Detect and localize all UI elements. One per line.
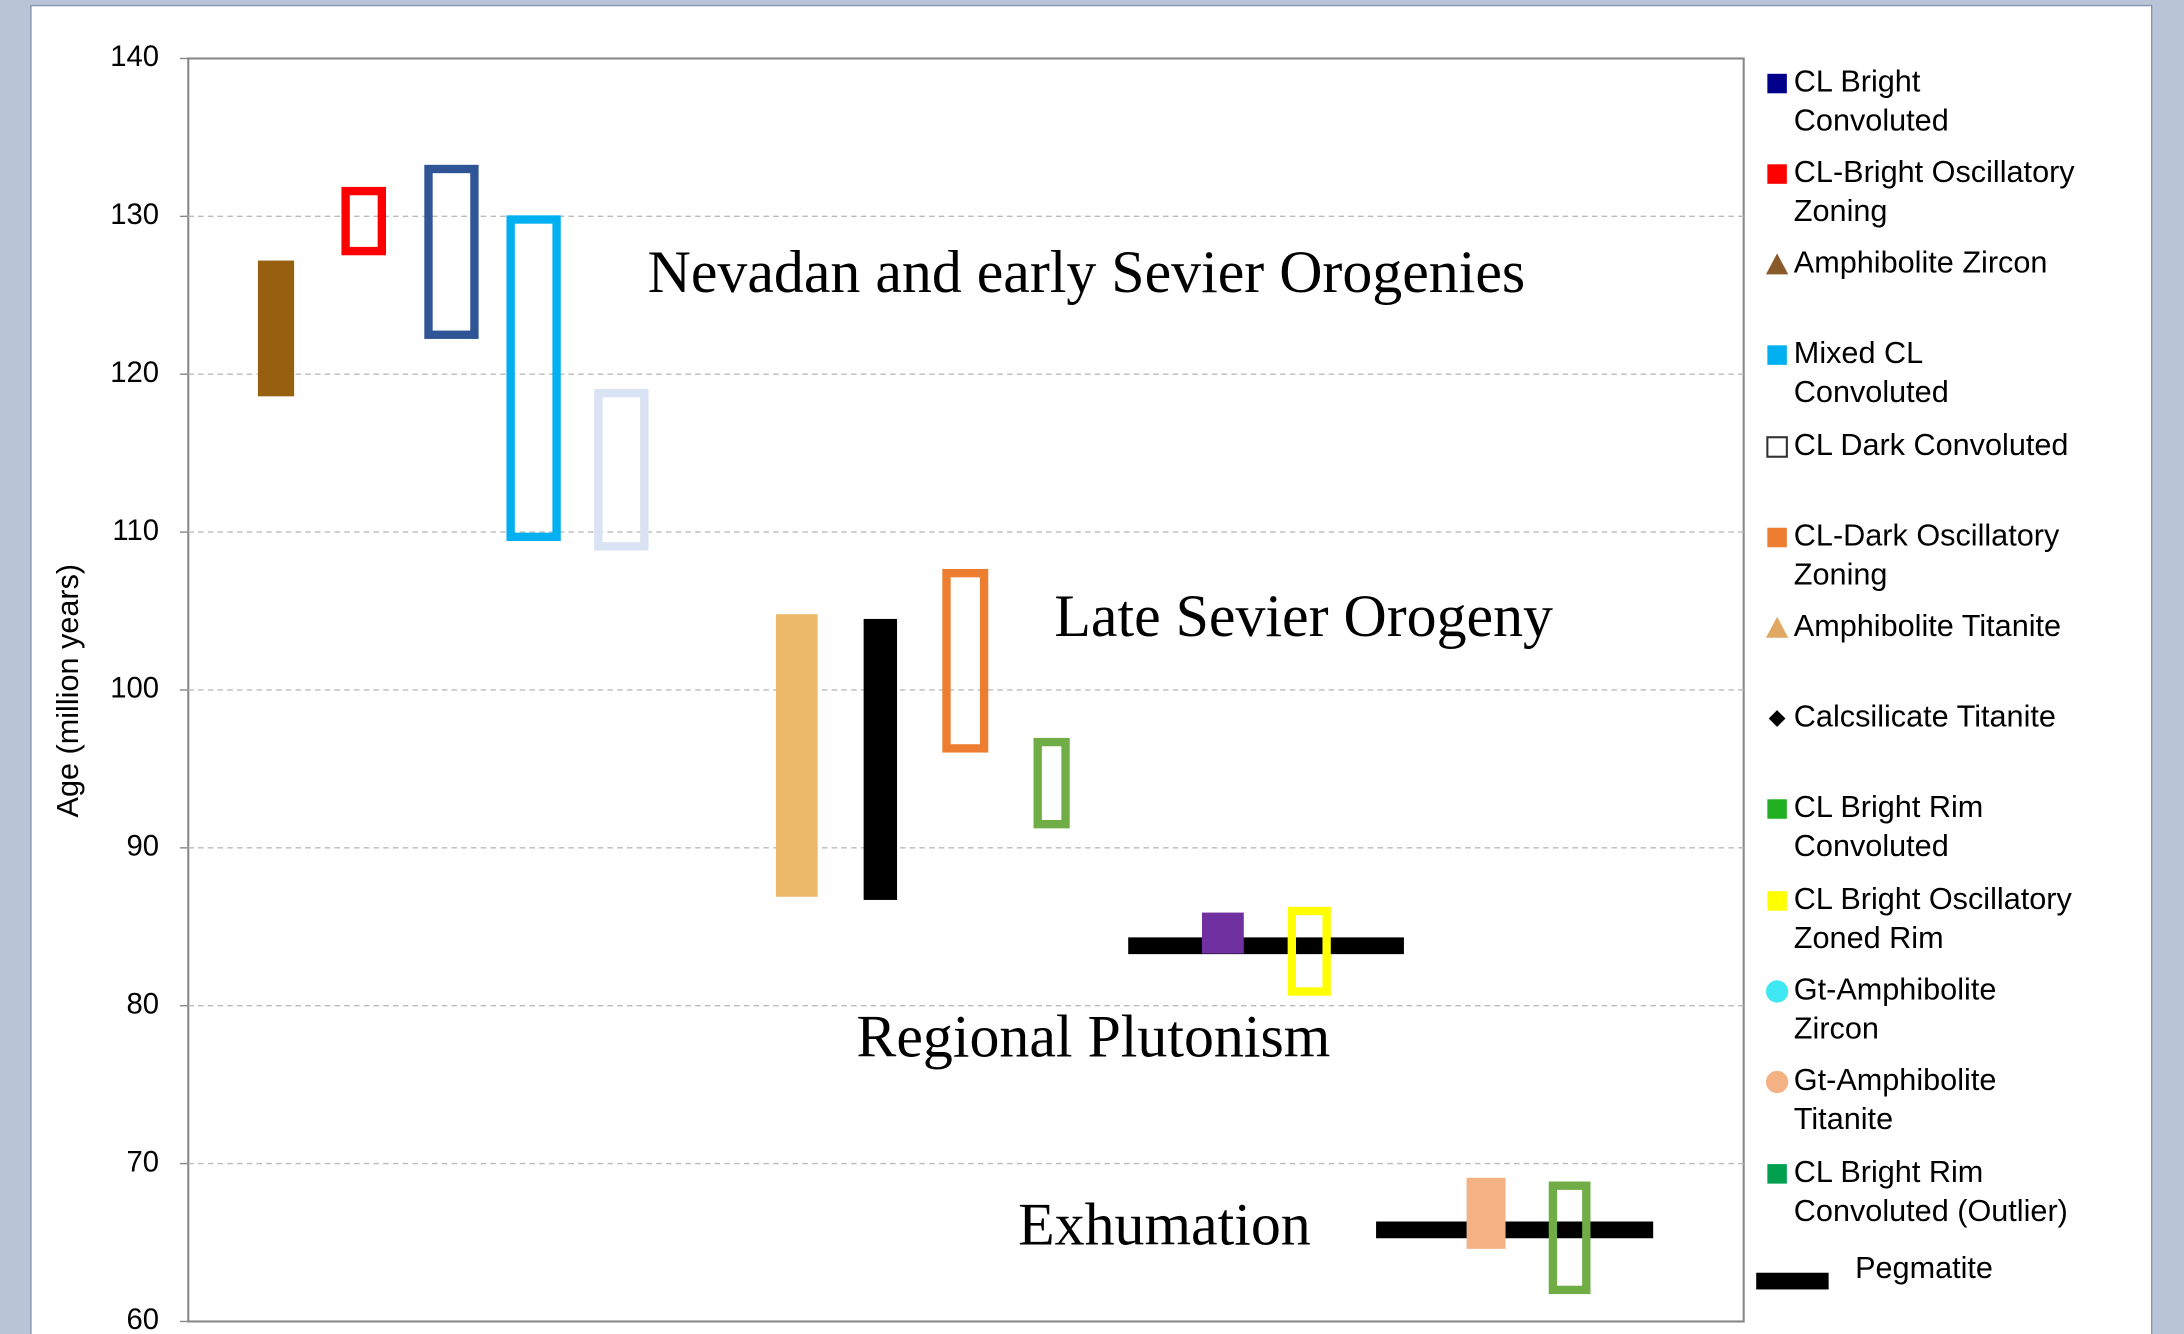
legend-marker: [1765, 1070, 1789, 1094]
legend-label: Amphibolite Titanite: [1794, 609, 2061, 643]
y-tick-label: 100: [110, 673, 159, 705]
range-bar: [257, 260, 295, 397]
range-bar: [1033, 737, 1070, 829]
legend-marker: [1767, 891, 1787, 911]
legend-label: CL-Dark Oscillatory: [1794, 519, 2060, 553]
legend-label: Convoluted: [1794, 829, 1949, 863]
legend-label: Pegmatite: [1855, 1251, 1993, 1285]
legend-label: CL-Bright Oscillatory: [1794, 155, 2075, 189]
legend-label: Gt-Amphibolite: [1794, 973, 1997, 1007]
legend-marker: [1765, 616, 1789, 638]
range-bar: [341, 186, 387, 256]
legend-label: Amphibolite Zircon: [1794, 246, 2048, 280]
annotation: Exhumation: [1018, 1192, 1311, 1258]
range-bar: [942, 568, 989, 753]
legend-marker: [1768, 710, 1786, 727]
legend-label: CL Bright: [1794, 65, 1921, 99]
legend-label: CL Bright Rim: [1794, 1155, 1983, 1189]
y-tick-label: 130: [110, 199, 159, 231]
legend-label: CL Bright Rim: [1794, 790, 1983, 824]
legend-label: Zircon: [1794, 1012, 1879, 1046]
legend-marker: [1767, 527, 1787, 548]
range-bar: [594, 388, 649, 551]
legend-label: Zoned Rim: [1794, 921, 1944, 955]
legend-label: CL Bright Oscillatory: [1794, 882, 2073, 916]
legend-marker: [1765, 980, 1789, 1003]
legend-label: Convoluted: [1794, 375, 1949, 409]
legend-marker: [1756, 1272, 1829, 1290]
range-bar: [1548, 1181, 1591, 1295]
legend-label: Gt-Amphibolite: [1794, 1063, 1997, 1097]
y-tick-label: 60: [127, 1304, 160, 1334]
legend-label: Mixed CL: [1794, 336, 1923, 370]
range-bar: [1287, 906, 1331, 996]
range-bar: [1202, 912, 1244, 954]
legend-label: Zoning: [1794, 194, 1888, 228]
range-bar: [506, 215, 561, 542]
legend-marker: [1767, 1164, 1787, 1184]
annotation: Late Sevier Orogeny: [1054, 583, 1553, 649]
legend-label: Titanite: [1794, 1102, 1893, 1136]
y-tick-label: 90: [127, 831, 160, 863]
range-bar: [863, 618, 898, 900]
y-tick-label: 120: [110, 357, 159, 389]
legend-label: Zoning: [1794, 558, 1888, 592]
range-bar: [1466, 1177, 1506, 1249]
legend-marker: [1767, 799, 1787, 819]
y-tick-label: 70: [127, 1146, 160, 1178]
legend-marker: [1765, 253, 1789, 275]
annotation: Regional Plutonism: [856, 1004, 1330, 1070]
annotation: Nevadan and early Sevier Orogenies: [648, 239, 1526, 305]
y-axis-label: Age (million years): [51, 564, 85, 818]
range-bar: [424, 164, 479, 339]
y-tick-label: 110: [112, 515, 159, 547]
y-tick-label: 80: [127, 988, 160, 1020]
range-bar: [775, 614, 818, 897]
legend-marker: [1767, 73, 1787, 94]
legend-marker: [1767, 345, 1787, 365]
y-tick-label: 140: [110, 41, 159, 73]
legend-marker: [1767, 164, 1787, 184]
legend-marker: [1766, 436, 1788, 458]
legend-label: CL Dark Convoluted: [1794, 428, 2069, 462]
legend-label: Convoluted (Outlier): [1794, 1194, 2068, 1228]
legend-label: Convoluted: [1794, 104, 1949, 138]
legend-label: Calcsilicate Titanite: [1794, 700, 2056, 734]
